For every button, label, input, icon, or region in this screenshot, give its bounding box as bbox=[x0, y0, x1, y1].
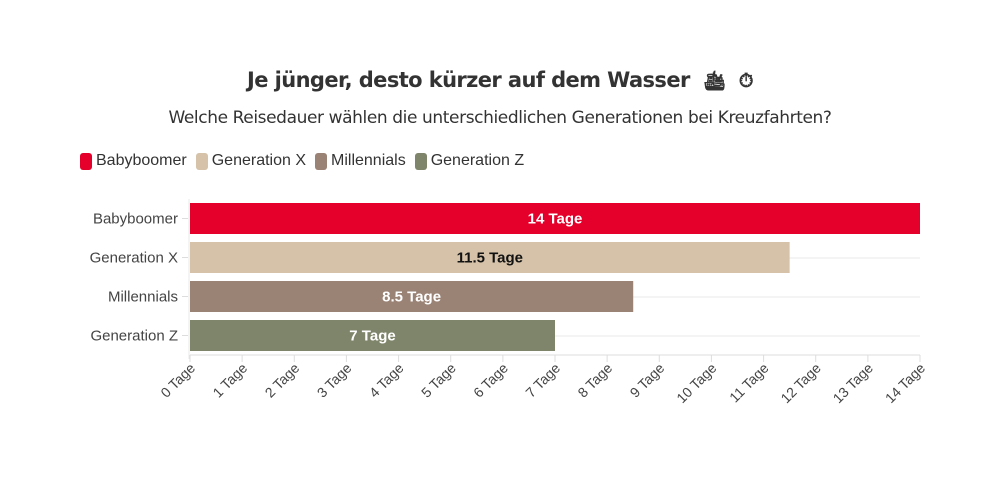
bar-value-label: 8.5 Tage bbox=[382, 289, 441, 306]
chart-subtitle: Welche Reisedauer wählen die unterschied… bbox=[168, 108, 832, 128]
legend: Babyboomer Generation X Millennials Gene… bbox=[80, 152, 533, 170]
x-tick-label: 2 Tage bbox=[262, 360, 303, 401]
x-tick-label: 10 Tage bbox=[673, 360, 720, 407]
bar-value-label: 11.5 Tage bbox=[457, 250, 523, 267]
x-tick-label: 8 Tage bbox=[574, 360, 615, 401]
category-axis: Babyboomer Generation X Millennials Generat… bbox=[90, 211, 188, 345]
x-tick-label: 9 Tage bbox=[627, 360, 668, 401]
x-tick-label: 14 Tage bbox=[882, 360, 929, 407]
legend-item-generation-z[interactable]: Generation Z bbox=[414, 152, 525, 170]
x-tick-label: 11 Tage bbox=[726, 360, 772, 406]
legend-swatch bbox=[414, 152, 427, 170]
x-tick-label: 7 Tage bbox=[522, 360, 563, 401]
legend-item-babyboomer[interactable]: Babyboomer bbox=[80, 152, 187, 170]
legend-item-millennials[interactable]: Millennials bbox=[315, 152, 406, 170]
x-tick-label: 4 Tage bbox=[366, 360, 407, 401]
legend-label: Millennials bbox=[331, 152, 406, 169]
legend-label: Babyboomer bbox=[96, 152, 187, 169]
category-label: Generation X bbox=[90, 250, 178, 267]
bars: 14 Tage 11.5 Tage 8.5 Tage 7 Tage bbox=[190, 203, 920, 351]
legend-label: Generation Z bbox=[430, 152, 525, 169]
bar bbox=[190, 242, 790, 273]
legend-item-generation-x[interactable]: Generation X bbox=[195, 152, 306, 170]
x-tick-label: 12 Tage bbox=[777, 360, 824, 407]
category-label: Generation Z bbox=[90, 328, 178, 345]
cruise-ship-icon: 🛳 bbox=[702, 70, 726, 92]
category-label: Babyboomer bbox=[93, 211, 178, 228]
legend-label: Generation X bbox=[211, 152, 306, 169]
x-tick-label: 13 Tage bbox=[830, 360, 877, 407]
chart-title: Je jünger, desto kürzer auf dem Wasser 🛳… bbox=[0, 68, 1000, 92]
chart-title-text: Je jünger, desto kürzer auf dem Wasser bbox=[247, 68, 690, 92]
legend-swatch bbox=[80, 152, 92, 170]
value-axis: 0 Tage 1 Tage 2 Tage 3 Tage 4 Tage 5 Tage 6 Ta… bbox=[157, 354, 929, 407]
x-tick-label: 0 Tage bbox=[157, 360, 198, 401]
category-label: Millennials bbox=[108, 289, 178, 306]
x-tick-label: 3 Tage bbox=[314, 360, 355, 401]
bar bbox=[190, 320, 555, 351]
stopwatch-icon: ⏱ bbox=[738, 70, 754, 92]
x-tick-label: 5 Tage bbox=[418, 360, 459, 401]
legend-swatch bbox=[195, 152, 208, 170]
bar-value-label: 7 Tage bbox=[349, 328, 395, 345]
x-tick-label: 1 Tage bbox=[209, 360, 250, 401]
x-tick-label: 6 Tage bbox=[470, 360, 511, 401]
bar bbox=[190, 281, 634, 312]
legend-swatch bbox=[315, 152, 327, 170]
bar-value-label: 14 Tage bbox=[528, 211, 583, 228]
bar bbox=[190, 203, 920, 234]
